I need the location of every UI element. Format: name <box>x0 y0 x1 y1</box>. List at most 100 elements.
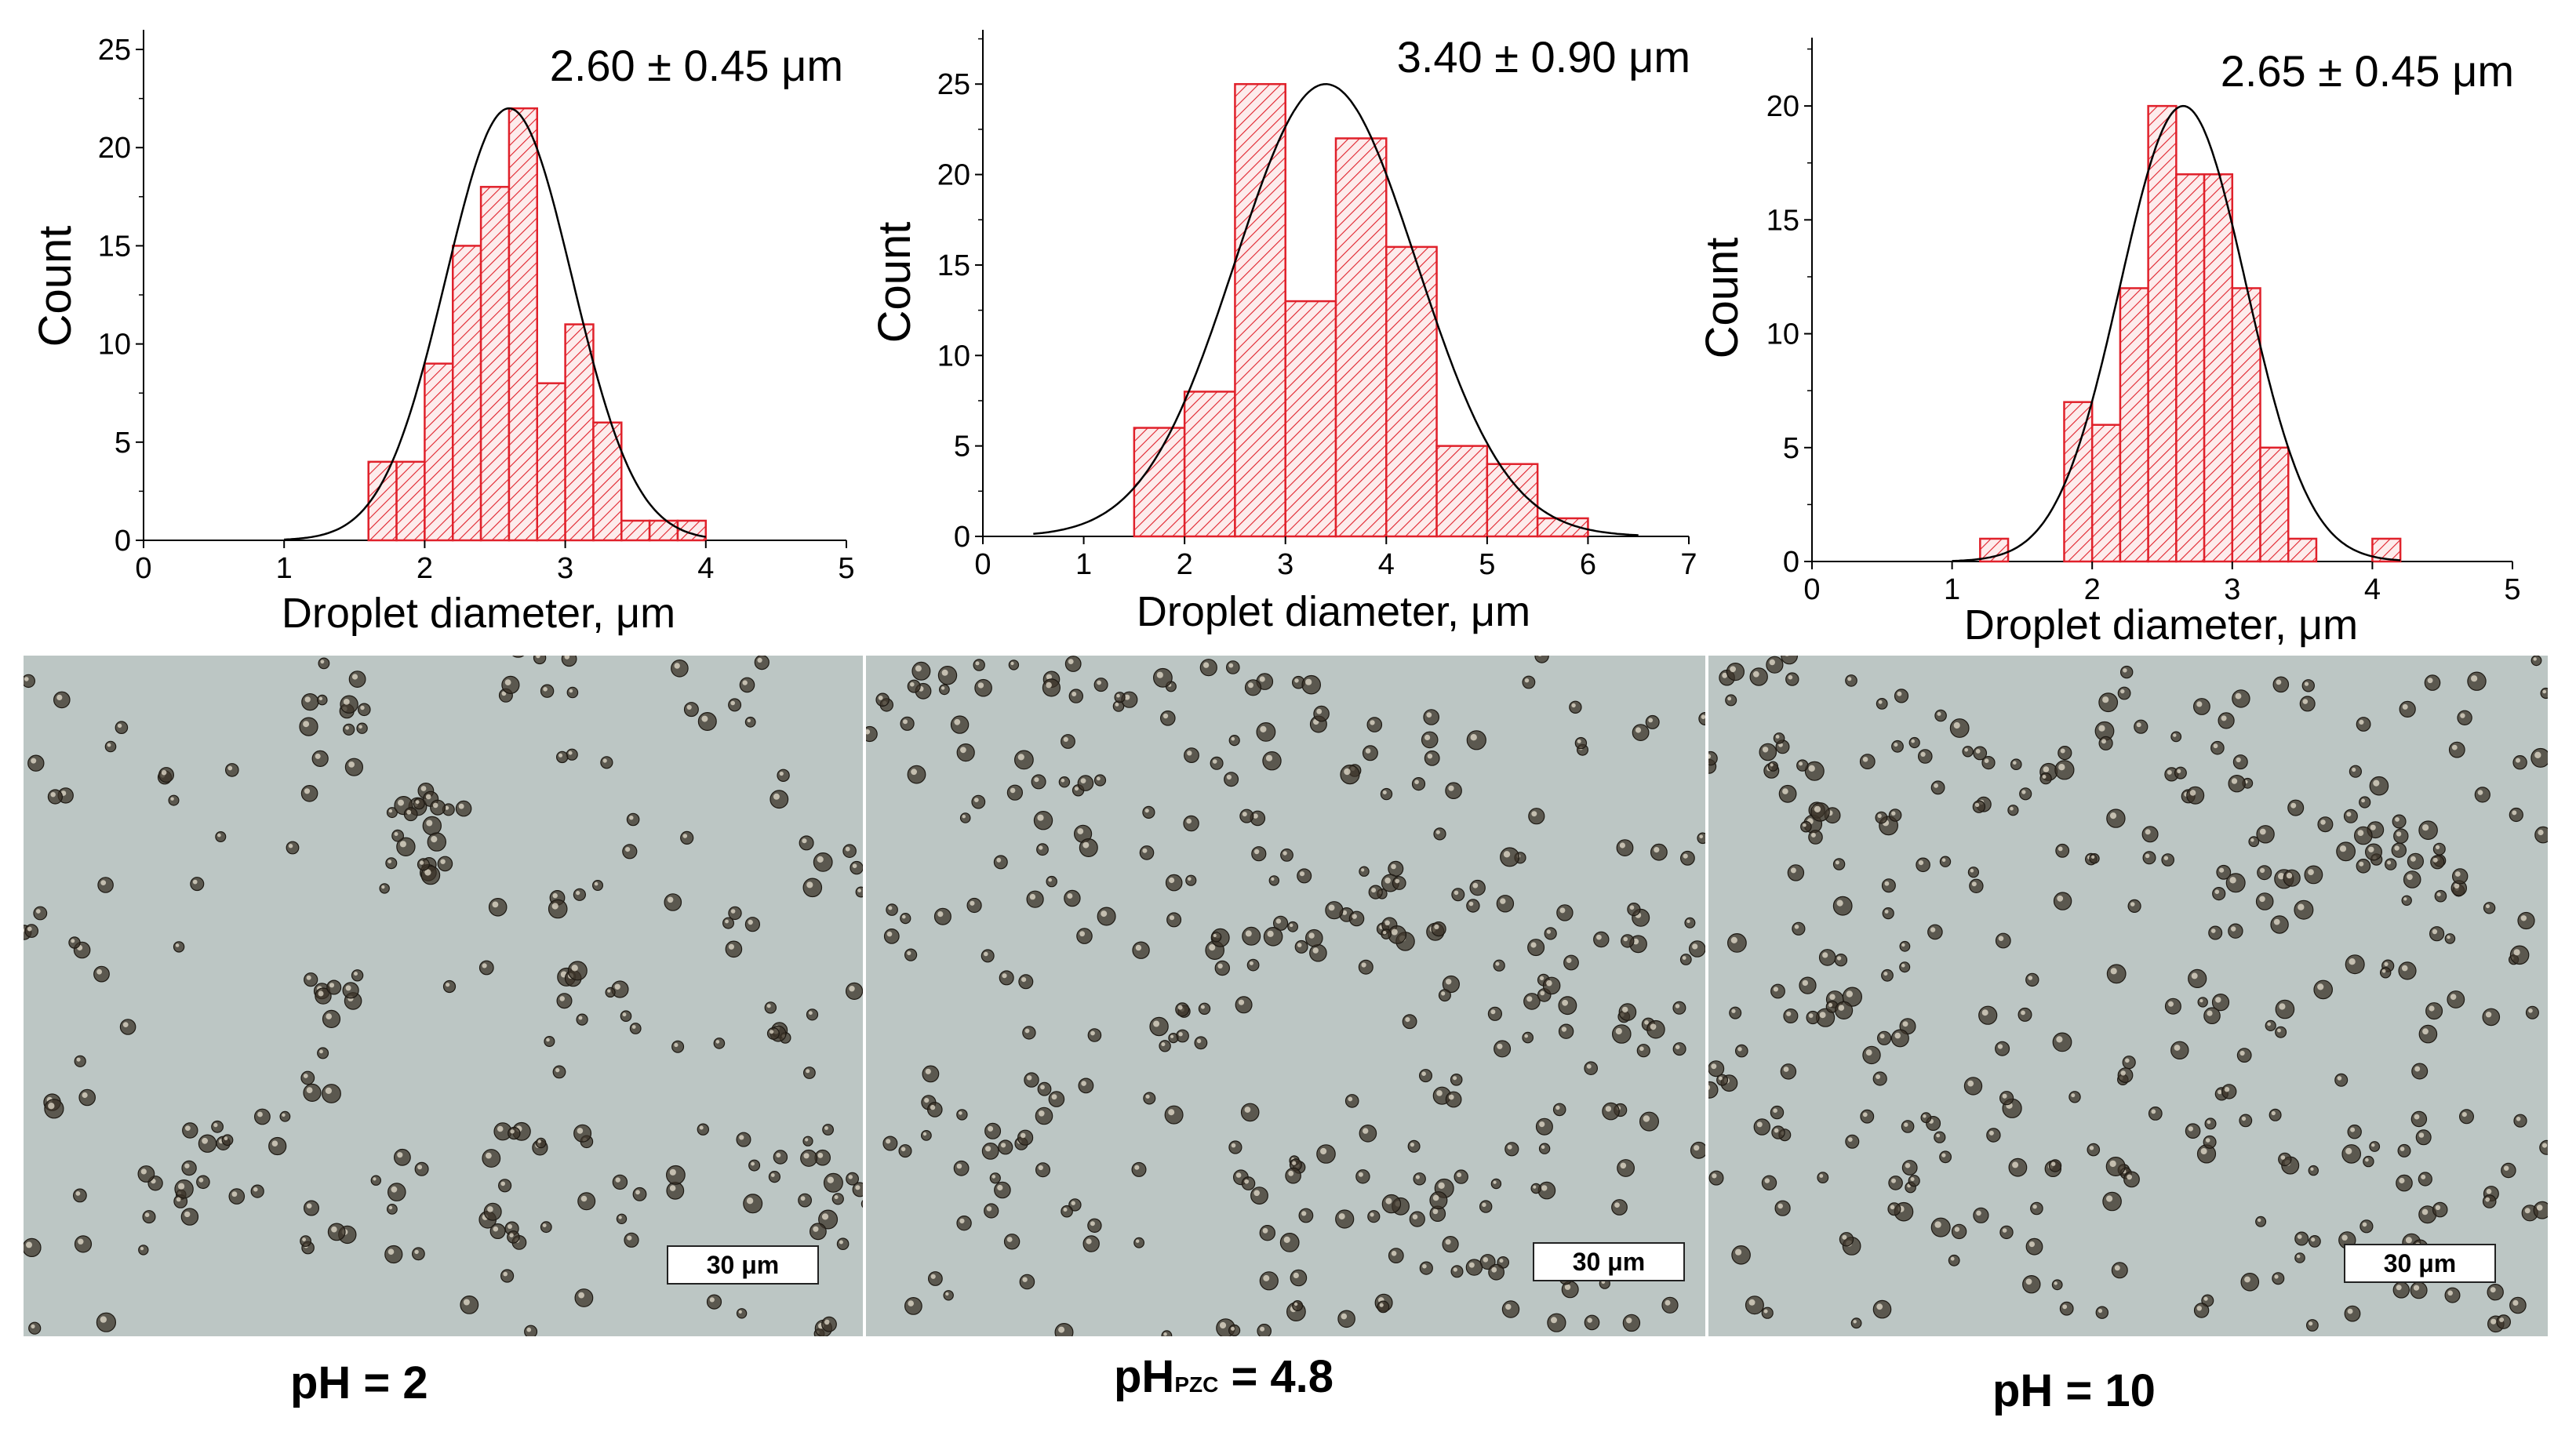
droplet <box>1068 689 1083 703</box>
droplet <box>713 1038 726 1049</box>
droplet-highlight <box>1897 691 1902 696</box>
droplet-highlight <box>2395 817 2400 822</box>
droplet-highlight <box>2373 780 2380 787</box>
histogram-bar <box>395 460 426 542</box>
droplet-highlight <box>2241 1116 2247 1121</box>
droplet-highlight <box>1244 1179 1249 1184</box>
droplet-highlight <box>559 996 565 1001</box>
droplet-highlight <box>2151 1109 2156 1114</box>
droplet-highlight <box>1454 890 1459 896</box>
droplet-highlight <box>508 1224 512 1229</box>
droplet <box>73 1188 87 1203</box>
histogram-bar <box>1284 300 1337 538</box>
droplet <box>2369 776 2389 796</box>
x-tick-label: 2 <box>1177 548 1193 581</box>
droplet <box>2055 843 2070 858</box>
droplet-highlight <box>1156 671 1163 678</box>
droplet <box>2123 1171 2140 1188</box>
droplet-highlight <box>824 1319 830 1325</box>
droplet <box>2349 765 2363 778</box>
droplet <box>1290 1269 1308 1287</box>
droplet <box>2509 945 2530 965</box>
droplet-highlight <box>432 802 438 809</box>
droplet <box>1636 1044 1650 1058</box>
droplet <box>2483 902 2496 914</box>
droplet <box>1407 1139 1421 1153</box>
droplet-highlight <box>1810 832 1816 838</box>
droplet <box>1766 656 1784 674</box>
droplet-highlight <box>387 1248 395 1255</box>
droplet-highlight <box>503 1271 508 1277</box>
droplet <box>1611 1199 1628 1216</box>
droplet <box>622 844 638 859</box>
x-tick-label: 5 <box>1479 548 1495 581</box>
droplet-highlight <box>2461 1112 2467 1117</box>
droplet <box>24 924 38 938</box>
droplet <box>573 1124 592 1143</box>
droplet <box>1808 830 1823 845</box>
droplet <box>2418 1172 2432 1187</box>
droplet-highlight <box>770 1173 775 1177</box>
droplet <box>1024 1072 1039 1088</box>
droplet-highlight <box>1231 1143 1236 1148</box>
droplet-highlight <box>1803 823 1806 827</box>
droplet-highlight <box>329 983 335 988</box>
droplet-highlight <box>930 1104 936 1110</box>
droplet-highlight <box>1082 841 1090 849</box>
droplet <box>427 832 447 852</box>
droplet-highlight <box>360 705 365 710</box>
droplet-highlight <box>1142 848 1148 853</box>
droplet <box>998 1139 1013 1155</box>
droplet <box>394 1148 411 1166</box>
droplet <box>540 684 555 698</box>
droplet-highlight <box>2042 775 2047 779</box>
droplet-highlight <box>315 753 321 759</box>
droplet <box>501 675 520 695</box>
droplet <box>2380 967 2392 979</box>
droplet-highlight <box>1242 812 1247 817</box>
droplet-highlight <box>2002 1093 2007 1099</box>
panel-label-ph10: pH = 10 <box>1992 1365 2156 1416</box>
droplet <box>1131 1161 1147 1177</box>
droplet <box>1881 878 1896 893</box>
x-tick-label: 0 <box>974 548 991 581</box>
droplet-highlight <box>487 1206 493 1212</box>
y-tick-label: 15 <box>937 249 970 282</box>
droplet <box>196 1175 210 1190</box>
droplet-highlight <box>2136 722 2141 728</box>
droplet <box>279 1110 291 1122</box>
droplet-highlight <box>1622 1006 1628 1013</box>
droplet-highlight <box>730 909 736 914</box>
droplet <box>1153 667 1173 688</box>
x-tick-label: 6 <box>1580 548 1596 581</box>
droplet <box>2120 665 2134 679</box>
droplet <box>736 1132 751 1147</box>
droplet-highlight <box>569 689 573 693</box>
droplet-highlight <box>1153 1020 1160 1027</box>
droplet <box>1978 1005 1998 1025</box>
droplet-highlight <box>1235 1172 1242 1178</box>
droplet-highlight <box>2286 872 2293 879</box>
droplet <box>2095 1306 2108 1319</box>
droplet-highlight <box>1038 1165 1043 1171</box>
droplet <box>2269 1108 2282 1121</box>
droplet-highlight <box>2368 846 2374 852</box>
droplet-highlight <box>2114 1265 2120 1271</box>
droplet-highlight <box>1435 830 1440 834</box>
droplet-highlight <box>2516 758 2520 763</box>
droplet-highlight <box>2407 874 2413 881</box>
droplet <box>1770 1105 1785 1120</box>
y-tick-label: 5 <box>954 431 970 463</box>
droplet-highlight <box>1063 736 1068 742</box>
droplet-highlight <box>1802 979 1808 987</box>
droplet-highlight <box>770 1030 774 1034</box>
droplet <box>2347 1125 2362 1139</box>
droplet-highlight <box>1186 818 1192 824</box>
droplet <box>544 1036 555 1048</box>
droplet-highlight <box>354 972 358 976</box>
droplet <box>1479 1200 1493 1213</box>
droplet <box>1888 1176 1903 1190</box>
droplet <box>286 841 300 855</box>
droplet-highlight <box>1692 943 1698 950</box>
droplet-highlight <box>1263 1274 1270 1281</box>
